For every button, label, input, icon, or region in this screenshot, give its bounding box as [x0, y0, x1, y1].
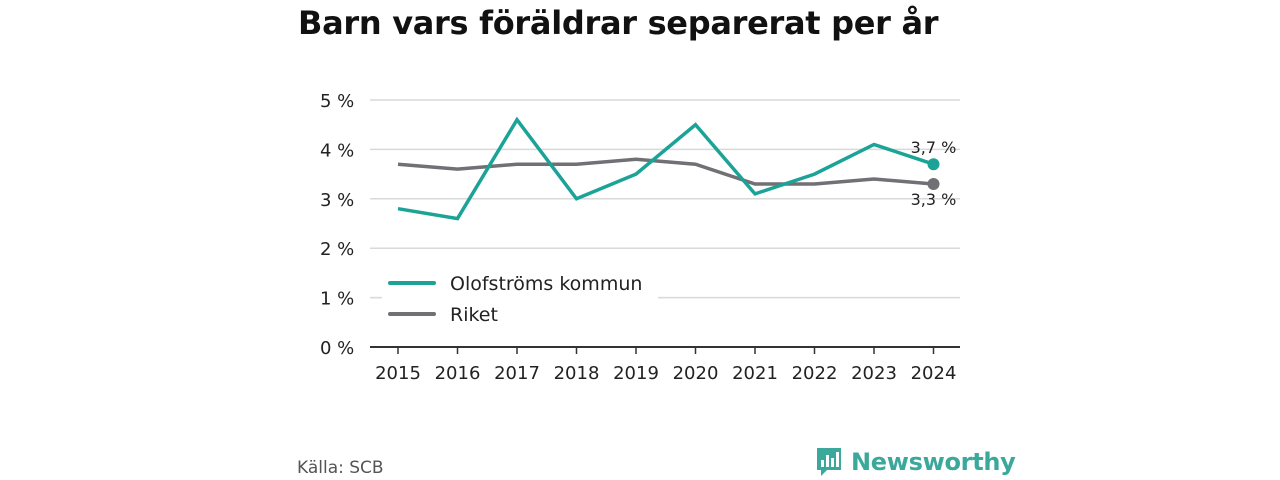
- y-tick-label: 3 %: [320, 190, 354, 211]
- source-note: Källa: SCB: [297, 458, 384, 478]
- x-tick-label: 2021: [732, 363, 778, 384]
- x-tick-label: 2019: [613, 363, 659, 384]
- series-line: [397, 116, 935, 221]
- x-tick-label: 2020: [673, 363, 719, 384]
- y-tick-label: 1 %: [320, 289, 354, 310]
- y-tick-label: 2 %: [320, 239, 354, 260]
- x-tick-label: 2022: [792, 363, 838, 384]
- x-tick-label: 2017: [494, 363, 540, 384]
- y-tick-label: 5 %: [320, 91, 354, 112]
- series-end-point: [927, 177, 940, 190]
- chart-title: Barn vars föräldrar separerat per år: [298, 4, 939, 42]
- grid-lines: [370, 99, 960, 299]
- legend-label: Olofströms kommun: [450, 273, 642, 295]
- y-tick-label: 0 %: [320, 338, 354, 359]
- end-value-label: 3,7 %: [911, 138, 957, 157]
- brand-name: Newsworthy: [851, 448, 1016, 476]
- legend-label: Riket: [450, 304, 498, 326]
- series-lines: [397, 116, 940, 221]
- end-labels: 3,7 % 3,3 %: [911, 138, 957, 209]
- x-tick-label: 2018: [554, 363, 600, 384]
- legend: Olofströms kommun Riket: [382, 268, 658, 332]
- series-line: [397, 157, 934, 186]
- brand-logo: Newsworthy: [815, 446, 1016, 478]
- x-tick-label: 2015: [375, 363, 421, 384]
- series-end-point: [927, 158, 940, 171]
- bar-chart-logo-icon: [817, 448, 841, 476]
- legend-background: [382, 268, 658, 332]
- y-tick-label: 4 %: [320, 140, 354, 161]
- y-axis-tick-labels: 0 % 1 % 2 % 3 % 4 % 5 %: [320, 91, 354, 359]
- x-tick-label: 2023: [851, 363, 897, 384]
- x-tick-label: 2024: [911, 363, 957, 384]
- end-value-label: 3,3 %: [911, 190, 957, 209]
- x-tick-label: 2016: [435, 363, 481, 384]
- x-axis: 2015 2016 2017 2018 2019 2020 2021 2022 2023 2024: [370, 346, 960, 384]
